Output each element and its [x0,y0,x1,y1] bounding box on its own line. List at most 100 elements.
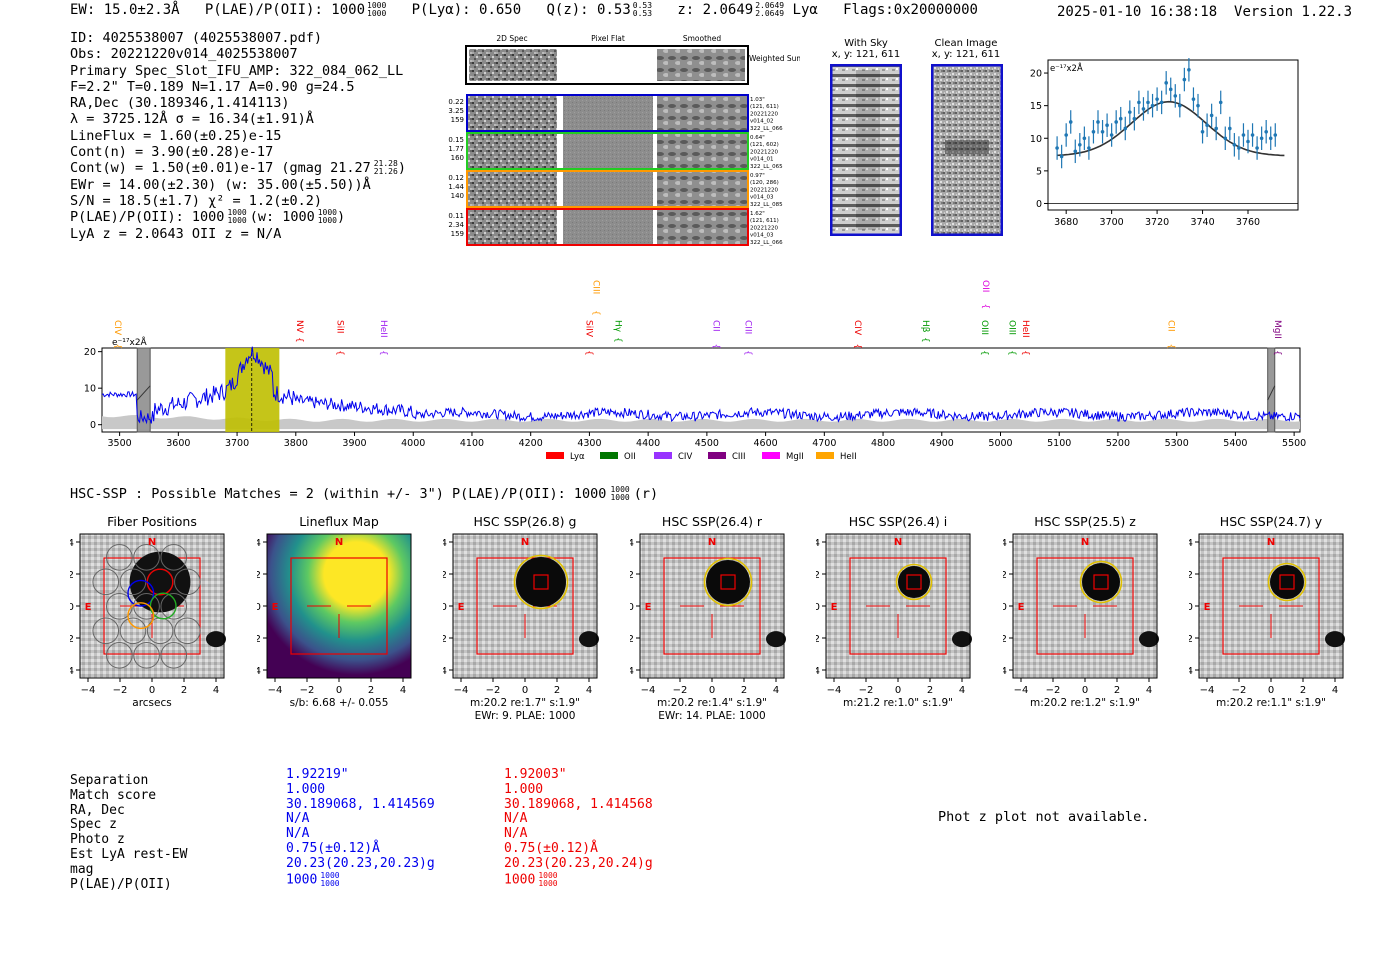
neighbor-source [1325,631,1345,648]
cutout-frame [466,132,749,170]
panel-caption: m:20.2 re:1.1" s:1.9" [1216,697,1326,709]
legend-label: OII [624,452,636,462]
weighted-sum-label: Weighted Sum [749,54,800,63]
cutout-meta: 322_LL_066 [750,126,783,132]
sky-image [453,534,597,678]
cutout-pixel-flat [563,171,653,207]
east-label: E [85,602,92,613]
y-tick-label: −4 [70,666,74,677]
x-tick-label: 2 [1113,685,1119,696]
fiber-circle [119,617,147,645]
data-point [1223,136,1228,141]
neighbor-source [206,631,226,648]
cutout-stat: 3.25 [448,107,464,115]
y-tick-label: 4 [816,538,820,549]
data-point [1232,142,1237,147]
north-label: N [521,537,529,548]
galaxy [516,557,566,607]
x-tick-label: 4100 [460,438,484,449]
cutout-meta: 322_LL_065 [750,164,783,170]
x-tick-label: 0 [1081,685,1087,696]
data-point [1205,123,1209,128]
neighbor-source [952,631,972,648]
x-tick-label: 4500 [695,438,719,449]
contw-sup: 21.28 [373,159,398,169]
data-point [1173,94,1178,98]
east-label: E [831,602,838,613]
y-tick-label: 4 [257,538,261,549]
cutout-stat: 1.44 [448,183,464,191]
clean-image-title: Clean Image [934,38,998,49]
match-2-value: 30.189068, 1.414568 [504,796,653,812]
panel-caption: EWr: 14. PLAE: 1000 [658,710,765,722]
x-tick-label: −2 [1045,685,1060,696]
fiber-circle [160,593,188,620]
y-tick-label: 2 [70,570,74,581]
y-tick-label: −2 [70,634,74,645]
x-tick-label: 0 [335,685,341,696]
line-fit-chart: 3680 3700 3720 3740 3760 0 5 10 15 20 e⁻¹⁷x2Å [1030,58,1299,228]
emission-window [225,348,280,432]
y-tick-label: 0 [1003,602,1007,613]
cutout-stat: 1.77 [448,145,464,153]
east-label: E [271,602,278,613]
panel-caption: arcsecs [132,697,171,709]
cutout-stat: 160 [451,154,464,162]
x-tick-label: 2 [927,685,933,696]
data-point [1209,113,1214,118]
spec-cutouts: 2D Spec Pixel Flat Smoothed Weighted Sum [448,34,800,246]
photz-message: Phot z plot not available. [938,809,1150,825]
line-label-bracket: { [1020,350,1030,356]
legend-label: MgII [786,452,804,462]
line-label: NV [294,320,304,334]
line-label-bracket: { [584,350,594,356]
y-tick-label: 20 [1030,69,1042,80]
info-sn: S/N = 18.5(±1.7) χ² = 1.2(±0.2) [70,192,322,209]
data-point [1132,116,1137,121]
info-contw: Cont(w) = 1.50(±0.01)e-17 (gmag 21.27 21.… [70,159,406,177]
y-tick-label: 2 [443,570,447,581]
plae-value: P(LAE)/P(OII): 1000 [204,2,366,18]
match-labels: Separation Match score RA, Dec Spec z Ph… [70,773,187,892]
data-point [1200,129,1205,134]
x-tick-label: 2 [181,685,187,696]
clean-image [931,64,1003,236]
line-label: Hβ [920,320,930,333]
info-params: F=2.2" T=0.189 N=1.17 A=0.90 g=24.5 [70,78,355,95]
match-label: mag [70,861,94,877]
flags-value: Flags:0x20000000 [843,2,978,18]
y-tick-label: 2 [257,570,261,581]
data-point [1073,149,1078,154]
legend: Lyα OII CIV CIII MgII HeII [546,452,857,462]
x-tick-label: 3720 [1145,217,1169,228]
plae-w-sup: 1000 [317,208,337,218]
line-label-bracket: { [980,304,990,310]
info-id: ID: 4025538007 (4025538007.pdf) [70,30,322,46]
x-tick-label: 0 [1268,685,1274,696]
match-label: Spec z [70,817,117,833]
data-point [1228,126,1232,131]
data-point [1118,116,1123,121]
match-1-value: 1.92219" [286,767,349,782]
x-tick-label: 0 [149,685,155,696]
plae-sub: 1000 [367,9,387,18]
fiber-circle [174,617,201,645]
aperture-box [476,557,574,655]
match-marker [1092,574,1109,590]
cutout-2dspec [467,95,557,131]
cutout-meta: (120, 286) [750,180,779,186]
ew-value: EW: 15.0±2.3Å [70,2,180,18]
y-tick-label: −2 [1003,634,1007,645]
cutout-meta: 1.03" [750,97,765,103]
plae-w-sub: 1000 [317,216,337,226]
y-tick-label: 0 [1036,199,1042,210]
sky-image [639,534,784,678]
x-tick-label: 0 [895,685,901,696]
line-label: OIII [979,320,989,335]
x-tick-label: 4000 [401,438,425,449]
cutout-meta: v014_02 [750,119,774,125]
panel-caption: m:21.2 re:1.0" s:1.9" [843,697,953,709]
x-tick-label: −4 [827,685,842,696]
cutout-stat: 159 [451,230,464,238]
match-1-value: 1.000 [286,781,326,797]
